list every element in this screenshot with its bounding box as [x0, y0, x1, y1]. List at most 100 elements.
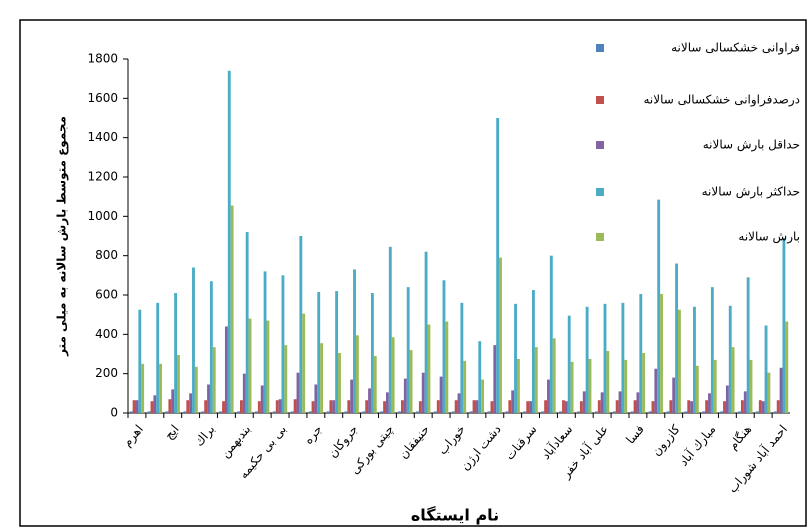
- bar: [177, 354, 180, 413]
- bar: [577, 411, 580, 413]
- bar: [549, 255, 553, 413]
- y-tick-label: 1400: [87, 130, 118, 144]
- bar: [636, 392, 640, 413]
- bar: [534, 347, 538, 413]
- legend-label: بارش سالانه: [738, 230, 800, 245]
- bar: [597, 400, 601, 413]
- bar: [541, 411, 545, 413]
- bar: [505, 411, 509, 413]
- bar: [260, 385, 264, 413]
- bar: [695, 365, 699, 413]
- bar: [257, 401, 261, 413]
- bar: [600, 392, 604, 413]
- bar: [559, 411, 563, 413]
- bar: [237, 411, 241, 413]
- bar: [308, 411, 312, 413]
- bar: [642, 353, 646, 413]
- bar: [194, 366, 198, 413]
- bar: [332, 400, 336, 413]
- bar: [531, 290, 535, 413]
- legend-label: حداکثر بارش سالانه: [702, 185, 800, 200]
- bar: [284, 345, 288, 413]
- bar: [654, 368, 658, 413]
- bar: [299, 236, 303, 413]
- bar: [373, 355, 377, 413]
- y-tick-label: 1000: [87, 209, 118, 223]
- bar: [398, 411, 402, 413]
- bar: [562, 400, 565, 413]
- bar: [782, 237, 786, 413]
- bar: [657, 199, 661, 413]
- bar: [219, 411, 223, 413]
- bar: [272, 411, 276, 413]
- bar: [594, 411, 598, 413]
- bar: [317, 292, 321, 413]
- bar: [418, 401, 422, 413]
- chart-frame: [19, 19, 807, 527]
- bar: [740, 400, 744, 413]
- bar: [487, 411, 491, 413]
- bar: [388, 246, 392, 413]
- bar: [189, 393, 193, 413]
- bar: [150, 401, 154, 413]
- bar: [761, 401, 765, 413]
- bar: [723, 401, 726, 413]
- bar: [499, 257, 502, 413]
- bar: [526, 401, 530, 413]
- bar: [547, 379, 550, 413]
- bar: [630, 411, 634, 413]
- bar: [275, 400, 279, 413]
- bar: [672, 377, 676, 413]
- bar: [353, 269, 356, 413]
- bar: [338, 353, 341, 413]
- bar: [481, 379, 485, 413]
- bar: [222, 401, 225, 413]
- bar: [326, 411, 330, 413]
- bar: [451, 411, 455, 413]
- bar: [204, 400, 208, 413]
- legend-label: فراوانی خشکسالی سالانه: [671, 41, 800, 56]
- bar: [728, 305, 732, 413]
- bar: [380, 411, 384, 413]
- bar: [523, 411, 527, 413]
- bar: [433, 411, 437, 413]
- bar: [758, 400, 762, 413]
- legend-swatch: [596, 141, 604, 149]
- bar: [135, 400, 139, 413]
- bar: [159, 363, 162, 413]
- bar: [767, 372, 771, 413]
- bar: [424, 251, 428, 413]
- bar: [720, 411, 724, 413]
- bar: [347, 400, 351, 413]
- bar: [615, 400, 619, 413]
- y-tick-label: 200: [95, 366, 118, 380]
- bar: [302, 313, 306, 413]
- bar: [731, 347, 735, 413]
- bar: [171, 389, 175, 413]
- bar: [350, 379, 354, 413]
- bar: [702, 411, 706, 413]
- bar: [585, 306, 589, 413]
- bar: [355, 335, 359, 413]
- bar: [463, 360, 467, 413]
- bar: [365, 400, 369, 413]
- bar: [639, 294, 643, 413]
- bar: [168, 399, 172, 413]
- y-axis-title: مجموع متوسط بارش سالانه به میلی متر: [55, 116, 70, 357]
- y-tick-label: 1200: [87, 170, 118, 184]
- bar: [281, 275, 285, 413]
- bar: [749, 359, 753, 413]
- bar: [186, 400, 190, 413]
- bar: [207, 384, 210, 413]
- bar: [516, 358, 520, 413]
- bar: [442, 280, 446, 413]
- bar: [129, 411, 133, 413]
- bar: [183, 411, 187, 413]
- bar: [773, 411, 777, 413]
- legend-swatch: [596, 188, 604, 196]
- legend-label: حداقل بارش سالانه: [703, 138, 800, 153]
- bar: [612, 411, 616, 413]
- bar: [320, 343, 324, 413]
- legend-label: درصدفراوانی خشکسالی سالانه: [643, 93, 800, 108]
- bar: [141, 363, 145, 413]
